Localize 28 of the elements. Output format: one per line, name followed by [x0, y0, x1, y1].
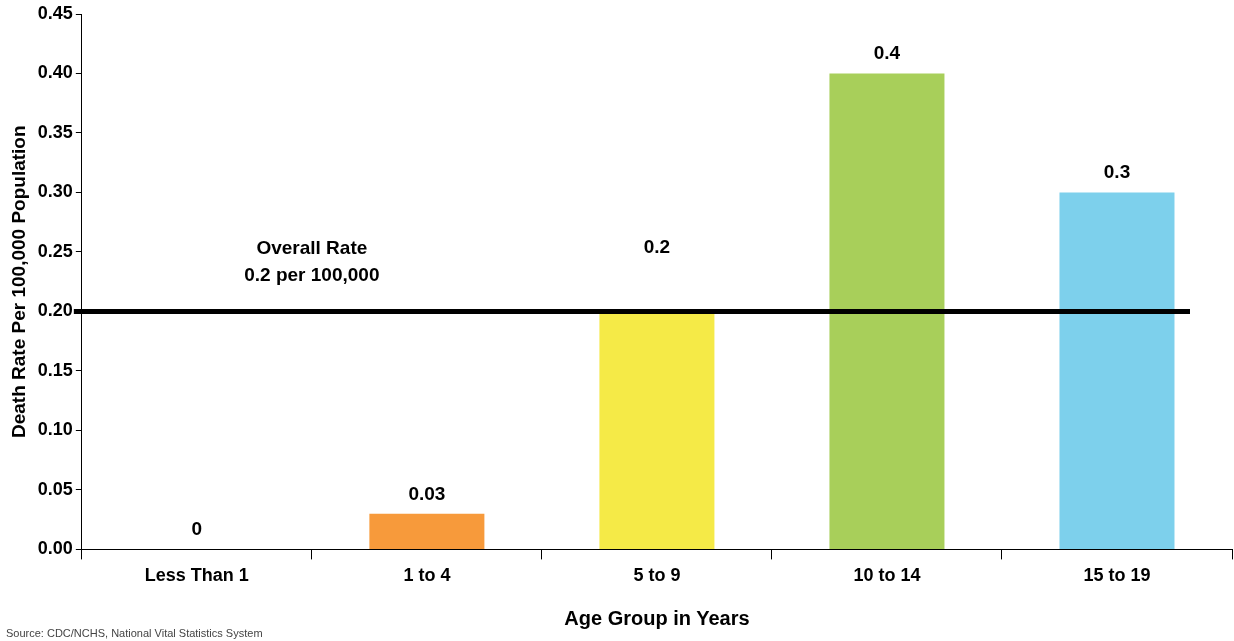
- ref-line-label: Overall Rate 0.2 per 100,000: [244, 237, 380, 286]
- x-axis-title: Age Group in Years: [564, 606, 750, 629]
- y-tick-label: 0.20: [37, 300, 73, 321]
- x-tick-label: 5 to 9: [633, 565, 681, 586]
- data-label: 0.4: [873, 42, 901, 64]
- y-tick-label: 0.05: [37, 478, 73, 499]
- data-label: 0.3: [1103, 161, 1131, 183]
- bar: [599, 311, 715, 549]
- bar: [829, 73, 945, 549]
- x-tick-label: Less Than 1: [144, 565, 249, 586]
- bar: [369, 513, 485, 549]
- x-tick-label: 10 to 14: [853, 565, 921, 586]
- y-tick-label: 0.10: [37, 419, 73, 440]
- y-axis-title: Death Rate Per 100,000 Population: [7, 125, 29, 438]
- bar: [1059, 192, 1175, 549]
- y-tick-label: 0.30: [37, 181, 73, 202]
- y-tick-label: 0.25: [37, 240, 73, 261]
- source-note: Source: CDC/NCHS, National Vital Statistics System: [6, 627, 263, 639]
- data-label: 0.2: [643, 236, 671, 258]
- data-label: 0.03: [408, 482, 446, 504]
- y-tick-label: 0.45: [37, 2, 73, 23]
- y-tick-label: 0.00: [37, 538, 73, 559]
- y-tick-label: 0.35: [37, 121, 73, 142]
- x-tick-label: 1 to 4: [403, 565, 451, 586]
- x-tick-label: 15 to 19: [1083, 565, 1151, 586]
- y-tick-label: 0.15: [37, 359, 73, 380]
- y-tick-label: 0.40: [37, 62, 73, 83]
- data-label: 0: [191, 518, 203, 540]
